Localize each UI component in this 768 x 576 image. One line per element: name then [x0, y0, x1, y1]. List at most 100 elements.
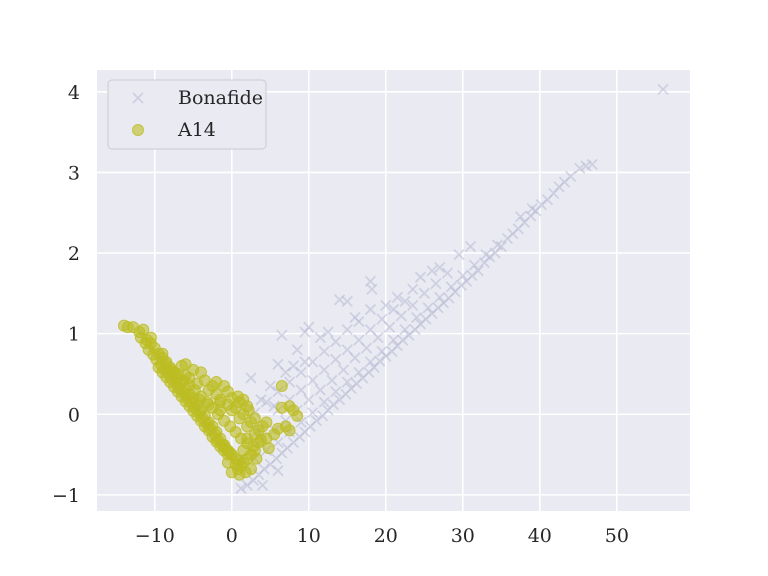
data-point	[221, 385, 234, 398]
data-point	[272, 465, 284, 477]
data-point	[314, 384, 326, 396]
data-point	[255, 394, 267, 406]
data-point	[376, 313, 388, 325]
data-point	[333, 294, 346, 306]
data-point	[364, 303, 377, 316]
data-point	[472, 265, 484, 277]
y-tick-label: −1	[52, 485, 80, 507]
data-point	[341, 323, 353, 336]
data-point	[430, 278, 442, 290]
data-point	[280, 366, 292, 378]
y-tick-label: 4	[68, 82, 80, 104]
data-point	[353, 334, 365, 346]
data-point	[229, 401, 242, 414]
x-axis-ticks: −10 0 10 20 30 40 50	[135, 525, 629, 547]
data-point	[183, 371, 196, 384]
data-point	[526, 203, 538, 215]
data-point	[303, 394, 315, 406]
data-point	[276, 329, 288, 341]
data-point	[317, 410, 329, 422]
data-point	[434, 291, 446, 303]
data-point	[314, 332, 326, 344]
data-point	[580, 160, 592, 172]
x-tick-label: −10	[135, 525, 175, 547]
data-point	[144, 331, 157, 344]
data-point	[366, 283, 378, 295]
legend-label-a14: A14	[177, 119, 216, 141]
data-point	[353, 366, 365, 378]
data-point	[399, 323, 411, 336]
data-point	[237, 444, 250, 457]
data-point	[349, 311, 361, 324]
legend-marker-a14	[132, 124, 144, 136]
legend-marker-shape	[132, 124, 144, 136]
data-point	[410, 311, 423, 324]
data-point	[225, 466, 238, 479]
data-point	[341, 344, 353, 356]
data-point	[387, 303, 400, 316]
data-point	[330, 336, 342, 348]
data-point	[574, 162, 586, 174]
data-point	[491, 239, 504, 251]
data-point	[206, 380, 219, 393]
data-point	[194, 366, 207, 379]
x-tick-label: 20	[374, 525, 398, 547]
data-point	[541, 194, 554, 206]
data-point	[299, 356, 311, 368]
data-point	[179, 358, 192, 371]
data-point	[445, 281, 457, 293]
data-point	[248, 412, 261, 425]
y-tick-label: 1	[68, 324, 80, 346]
data-point	[407, 283, 419, 295]
data-point	[418, 287, 430, 299]
data-point	[299, 326, 311, 338]
data-point	[657, 83, 669, 95]
data-point	[241, 479, 253, 491]
data-point	[457, 269, 469, 282]
data-point	[337, 364, 350, 376]
data-point	[262, 442, 275, 455]
data-point	[193, 393, 206, 406]
data-point	[260, 416, 273, 429]
data-point	[156, 347, 169, 360]
legend-marker-bonafide	[132, 92, 144, 104]
x-tick-label: 10	[297, 525, 321, 547]
data-point	[295, 384, 307, 396]
x-tick-label: 0	[226, 525, 238, 547]
data-point	[322, 326, 334, 338]
data-point	[330, 353, 342, 366]
data-point	[387, 334, 400, 346]
series-bonafide	[235, 83, 669, 495]
data-point	[241, 432, 254, 445]
y-axis-ticks: −1 0 1 2 3 4	[52, 82, 80, 507]
data-points	[117, 83, 669, 495]
data-point	[202, 398, 215, 411]
data-point	[235, 482, 247, 495]
data-point	[341, 376, 353, 388]
data-point	[168, 366, 181, 379]
data-point	[330, 386, 342, 398]
data-point	[480, 248, 492, 261]
data-point	[489, 247, 501, 259]
data-point	[256, 479, 269, 491]
data-point	[275, 380, 288, 393]
data-point	[461, 275, 473, 287]
data-point	[250, 452, 263, 465]
data-point	[434, 261, 446, 274]
data-point	[391, 291, 403, 303]
data-point	[399, 295, 411, 308]
data-point	[245, 463, 258, 476]
data-point	[422, 302, 434, 314]
data-point	[247, 474, 259, 487]
data-point	[318, 345, 330, 358]
data-point	[242, 404, 255, 417]
data-point	[453, 248, 465, 261]
data-point	[414, 271, 427, 283]
data-point	[291, 344, 303, 356]
data-point	[441, 267, 454, 279]
data-point	[214, 396, 227, 409]
x-tick-label: 30	[451, 525, 475, 547]
y-tick-label: 3	[68, 162, 80, 184]
y-tick-label: 0	[68, 404, 80, 426]
data-point	[468, 259, 481, 271]
